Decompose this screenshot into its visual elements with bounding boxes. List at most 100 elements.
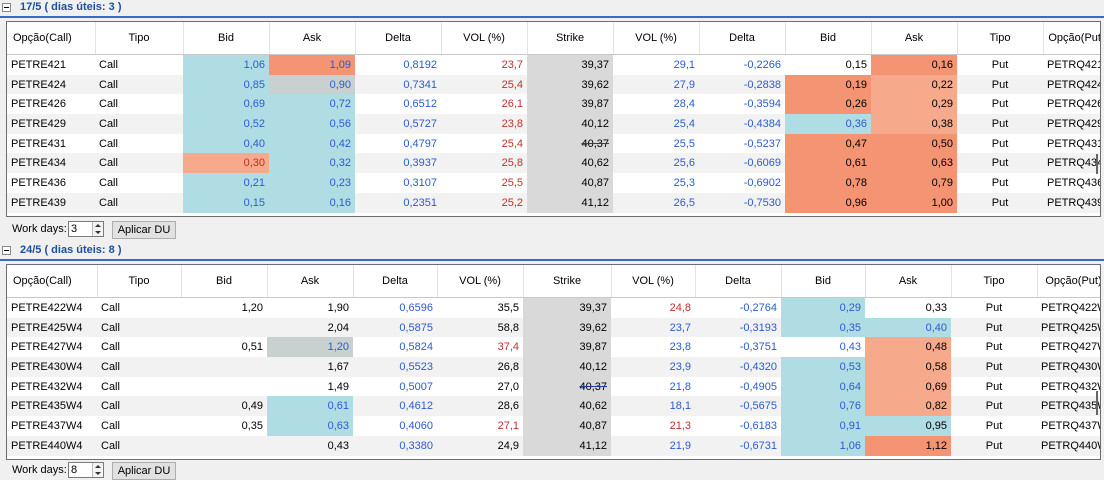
cell-put-vol[interactable]: 26,5 [613,192,699,213]
cell-put-delta[interactable]: -0,6183 [695,416,781,436]
option-row[interactable]: PETRE422W4 Call 1,20 1,90 0,6596 35,5 39,37 24,… [7,297,1100,318]
cell-put-ask[interactable]: 0,22 [871,74,957,95]
cell-call-delta[interactable]: 0,6596 [353,298,437,318]
cell-strike[interactable]: 40,37 [523,376,611,397]
cell-put-option[interactable]: PETRQ427W4 [1037,337,1100,357]
cell-put-vol[interactable]: 28,4 [613,94,699,114]
cell-put-delta[interactable]: -0,5675 [695,396,781,417]
cell-put-vol[interactable]: 23,7 [611,317,695,338]
cell-call-bid[interactable]: 0,49 [181,396,267,417]
cell-put-vol[interactable]: 29,1 [613,55,699,75]
cell-call-delta[interactable]: 0,6512 [355,94,441,114]
column-header-type[interactable]: Tipo [951,265,1038,298]
column-header-put-bid[interactable]: Bid [781,265,866,298]
cell-call-bid[interactable] [181,317,267,338]
column-header-strike[interactable]: Strike [527,22,614,55]
cell-put-ask[interactable]: 1,12 [865,435,951,456]
cell-call-bid[interactable] [181,435,267,456]
cell-call-delta[interactable]: 0,5824 [353,337,437,357]
cell-call-delta[interactable]: 0,5875 [353,317,437,338]
cell-call-bid[interactable]: 0,30 [183,153,269,174]
cell-strike[interactable]: 40,87 [527,173,613,193]
cell-call-bid[interactable]: 1,06 [183,54,269,75]
column-header-call-delta[interactable]: Delta [353,265,438,298]
scrollbar-thumb[interactable] [1096,391,1098,415]
cell-call-ask[interactable]: 1,09 [269,54,355,75]
cell-type[interactable]: Call [97,416,181,436]
cell-call-delta[interactable]: 0,5007 [353,377,437,397]
column-header-call-bid[interactable]: Bid [183,22,270,55]
cell-call-delta[interactable]: 0,4612 [353,396,437,417]
cell-put-ask[interactable]: 0,33 [865,298,951,318]
spin-arrows-icon[interactable] [92,222,103,236]
options-grid-2[interactable]: Opção(Call) Tipo Bid Ask Delta VOL (%) Strike V… [6,264,1101,460]
cell-call-vol[interactable]: 35,5 [437,298,523,318]
cell-call-ask[interactable]: 0,23 [269,173,355,193]
cell-strike[interactable]: 40,62 [527,153,613,174]
cell-call-vol[interactable]: 23,7 [441,55,527,75]
option-row[interactable]: PETRE429 Call 0,52 0,56 0,5727 23,8 40,12 25,4 -… [7,114,1100,134]
column-header-call-option[interactable]: Opção(Call) [7,265,98,298]
cell-type[interactable]: Call [97,298,181,318]
column-header-type[interactable]: Tipo [957,22,1044,55]
cell-strike[interactable]: 39,87 [523,337,611,358]
cell-type[interactable]: Put [957,134,1043,154]
option-row[interactable]: PETRE436 Call 0,21 0,23 0,3107 25,5 40,87 25,3 -… [7,173,1100,193]
cell-type[interactable]: Put [951,317,1037,338]
cell-put-ask[interactable]: 0,40 [865,317,951,338]
cell-put-vol[interactable]: 21,9 [611,435,695,456]
option-row[interactable]: PETRE424 Call 0,85 0,90 0,7341 25,4 39,62 27,9 -… [7,74,1100,95]
cell-type[interactable]: Put [957,173,1043,193]
cell-type[interactable]: Put [957,94,1043,114]
cell-call-ask[interactable]: 0,72 [269,94,355,115]
cell-call-option[interactable]: PETRE432W4 [7,377,97,397]
cell-call-bid[interactable]: 0,85 [183,74,269,95]
cell-put-bid[interactable]: 0,78 [785,173,871,193]
option-row[interactable]: PETRE439 Call 0,15 0,16 0,2351 25,2 41,12 26,5 -… [7,192,1100,213]
apply-du-button[interactable]: Aplicar DU [112,462,176,480]
cell-type[interactable]: Put [951,357,1037,377]
cell-call-ask[interactable]: 0,90 [269,74,355,95]
option-row[interactable]: PETRE440W4 Call 0,43 0,3380 24,9 41,12 21,9 -0,… [7,435,1100,456]
cell-call-vol[interactable]: 37,4 [437,337,523,357]
cell-strike[interactable]: 40,12 [523,357,611,377]
cell-call-ask[interactable]: 0,61 [267,396,353,417]
cell-put-ask[interactable]: 0,50 [871,133,957,154]
cell-strike[interactable]: 40,62 [523,396,611,417]
cell-strike[interactable]: 40,37 [527,133,613,154]
cell-call-ask[interactable]: 1,90 [267,298,353,318]
column-header-put-delta[interactable]: Delta [695,265,782,298]
cell-type[interactable]: Call [97,396,181,417]
spin-arrows-icon[interactable] [92,463,103,477]
cell-put-ask[interactable]: 1,00 [871,192,957,213]
cell-put-option[interactable]: PETRQ437W4 [1037,416,1100,436]
column-header-put-option[interactable]: Opção(Put) [1037,265,1100,298]
cell-put-ask[interactable]: 0,29 [871,94,957,115]
cell-strike[interactable]: 41,12 [527,192,613,213]
cell-put-bid[interactable]: 0,53 [781,357,865,377]
cell-call-vol[interactable]: 24,9 [437,435,523,456]
cell-type[interactable]: Call [97,337,181,357]
cell-type[interactable]: Call [95,114,183,134]
cell-type[interactable]: Call [95,153,183,174]
cell-strike[interactable]: 39,62 [527,74,613,95]
cell-put-option[interactable]: PETRQ439 [1043,192,1100,213]
cell-put-bid[interactable]: 0,96 [785,192,871,213]
work-days-stepper[interactable]: 8 [68,462,104,478]
cell-put-bid[interactable]: 0,19 [785,74,871,95]
cell-put-option[interactable]: PETRQ426 [1043,94,1100,114]
cell-strike[interactable]: 39,62 [523,317,611,338]
cell-strike[interactable]: 39,37 [527,54,613,75]
cell-strike[interactable]: 39,87 [527,94,613,115]
column-header-put-vol[interactable]: VOL (%) [611,265,696,298]
cell-call-option[interactable]: PETRE426 [7,94,95,114]
cell-put-option[interactable]: PETRQ424 [1043,74,1100,95]
cell-put-ask[interactable]: 0,63 [871,153,957,174]
cell-put-vol[interactable]: 21,3 [611,416,695,436]
cell-put-option[interactable]: PETRQ429 [1043,114,1100,134]
cell-put-bid[interactable]: 0,35 [781,317,865,338]
scrollbar-thumb[interactable] [1096,154,1098,174]
cell-put-bid[interactable]: 0,43 [781,337,865,357]
cell-call-option[interactable]: PETRE429 [7,114,95,134]
cell-put-vol[interactable]: 24,8 [611,298,695,318]
